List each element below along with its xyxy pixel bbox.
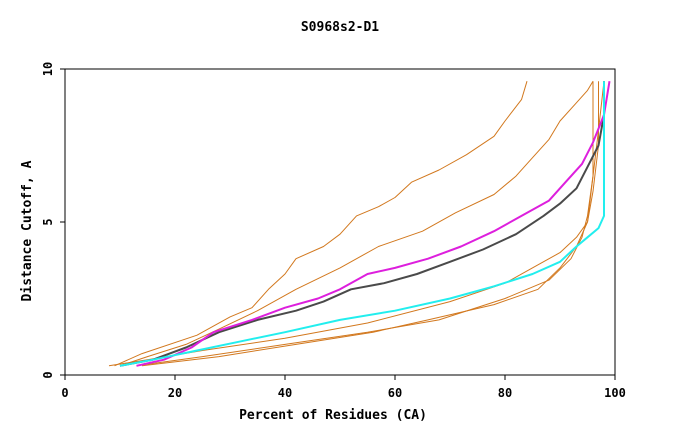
y-tick-label: 0	[41, 371, 55, 378]
x-axis-label: Percent of Residues (CA)	[239, 408, 427, 423]
x-tick-label: 100	[604, 386, 626, 400]
series-line-model-a	[114, 81, 528, 367]
series-layer	[108, 80, 611, 367]
x-tick-label: 0	[61, 386, 68, 400]
x-tick-label: 80	[498, 386, 512, 400]
y-tick-label: 5	[41, 218, 55, 225]
series-line-gray-mean	[119, 81, 605, 367]
series-line-model-c	[108, 81, 599, 367]
x-tick-label: 20	[168, 386, 182, 400]
x-tick-label: 60	[388, 386, 402, 400]
series-line-magenta-mean	[136, 81, 611, 367]
y-tick-label: 10	[41, 62, 55, 76]
tick-layer: 0 20 40 60 80 100 0 5 10	[41, 62, 626, 400]
series-line-cyan-mean	[119, 81, 605, 367]
x-tick-label: 40	[278, 386, 292, 400]
y-axis-label: Distance Cutoff, A	[20, 160, 35, 301]
chart-title: S0968s2-D1	[301, 20, 379, 35]
series-line-model-e	[141, 81, 605, 367]
